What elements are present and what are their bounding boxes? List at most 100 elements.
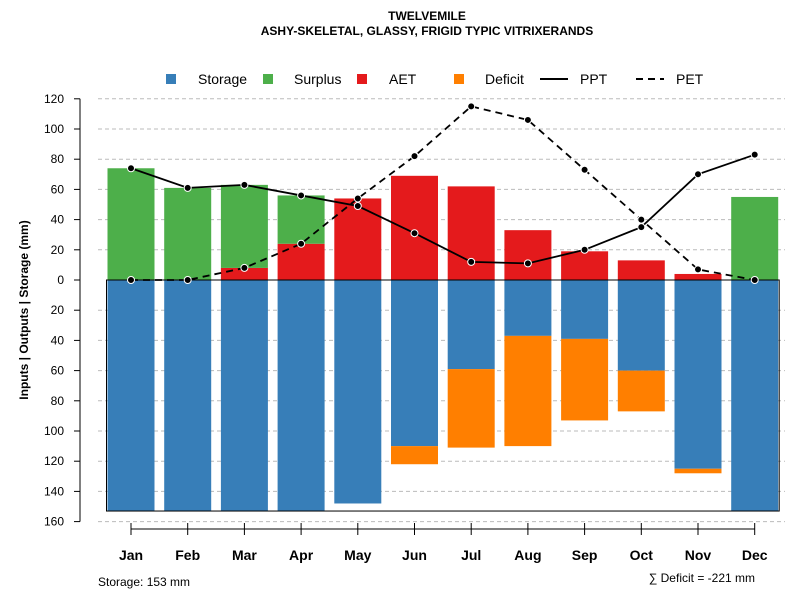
aet-bar [447, 186, 495, 280]
y-tick-label: 100 [44, 424, 64, 438]
pet-point [694, 265, 702, 274]
ppt-point [694, 170, 702, 179]
storage-bar [617, 280, 665, 371]
deficit-bar [561, 338, 609, 421]
legend-label-surplus: Surplus [294, 71, 341, 87]
y-tick-label: 60 [51, 364, 65, 378]
ppt-point [297, 191, 306, 200]
ppt-point [750, 150, 759, 159]
chart-subtitle: ASHY-SKELETAL, GLASSY, FRIGID TYPIC VITR… [261, 24, 593, 38]
ppt-point [523, 259, 532, 268]
surplus-bar [731, 196, 779, 280]
deficit-bar [447, 369, 495, 448]
legend-label-aet: AET [389, 71, 417, 87]
storage-bar [220, 280, 268, 512]
storage-bar [391, 280, 438, 447]
storage-capacity-box [106, 279, 780, 512]
pet-point [410, 152, 419, 161]
legend-swatch-storage [166, 74, 176, 84]
x-tick-label: Feb [175, 547, 200, 563]
pet-point [127, 276, 135, 284]
aet-bar [277, 243, 325, 280]
ppt-point [467, 257, 476, 266]
pet-line [131, 105, 755, 281]
grid-lines [98, 98, 785, 523]
x-tick-label: Mar [232, 547, 257, 563]
pet-point [580, 165, 589, 174]
ppt-point [127, 164, 135, 173]
ppt-point [353, 202, 362, 211]
storage-bar [447, 280, 495, 370]
pet-point [467, 102, 476, 111]
storage-bar [107, 280, 155, 512]
storage-bar [164, 280, 212, 512]
x-tick-label: Apr [289, 547, 314, 563]
legend-label-storage: Storage [198, 71, 247, 87]
x-tick-label: Dec [742, 547, 768, 563]
bars [107, 168, 779, 512]
ppt-line [130, 153, 755, 265]
chart-title: TWELVEMILE [388, 9, 466, 23]
y-tick-label: 160 [44, 515, 64, 529]
pet-point [297, 239, 306, 248]
aet-bar [674, 273, 722, 280]
series-lines [127, 102, 759, 284]
ppt-point [240, 180, 249, 189]
storage-bar [674, 280, 722, 469]
deficit-bar [617, 370, 665, 412]
x-tick-label: Jun [402, 547, 427, 563]
deficit-bar [674, 468, 722, 474]
legend-label-ppt: PPT [580, 71, 608, 87]
deficit-bar [391, 446, 438, 465]
x-tick-label: Oct [630, 547, 654, 563]
deficit-annotation: ∑ Deficit = -221 mm [649, 571, 755, 585]
legend: Storage Surplus AET Deficit PPT PET [166, 71, 704, 87]
storage-bar [277, 280, 325, 512]
y-tick-label: 120 [44, 92, 64, 106]
y-tick-label: 140 [44, 484, 64, 498]
storage-bar [561, 280, 609, 339]
surplus-bar [277, 195, 325, 244]
aet-bar [391, 175, 438, 280]
legend-label-pet: PET [676, 71, 704, 87]
pet-point [240, 263, 249, 272]
pet-point [353, 194, 362, 203]
y-tick-label: 40 [51, 333, 65, 347]
surplus-bar [107, 168, 155, 280]
x-tick-label: Jul [461, 547, 481, 563]
ppt-point [410, 229, 419, 238]
deficit-bar [504, 335, 552, 447]
aet-bar [561, 251, 609, 280]
y-tick-label: 120 [44, 454, 64, 468]
ppt-point [580, 245, 589, 254]
pet-point [523, 115, 532, 124]
x-tick-label: Sep [572, 547, 598, 563]
legend-label-deficit: Deficit [485, 71, 524, 87]
pet-point [637, 215, 646, 224]
legend-swatch-deficit [454, 74, 464, 84]
x-tick-label: Nov [685, 547, 712, 563]
aet-bar [617, 260, 665, 280]
surplus-bar [164, 187, 212, 280]
storage-bar [504, 280, 552, 336]
storage-bar [731, 280, 779, 512]
x-tick-label: Aug [514, 547, 541, 563]
legend-swatch-surplus [263, 74, 273, 84]
y-tick-label: 20 [51, 303, 65, 317]
x-axis: Jan Feb Mar Apr May Jun Jul Aug Sep Oct Nov Dec [119, 523, 768, 563]
y-axis: 120 100 80 60 40 20 0 20 40 60 80 100 120 140 160 [44, 92, 81, 529]
storage-capacity-outline [106, 279, 780, 512]
y-tick-label: 80 [51, 394, 65, 408]
surplus-bar [220, 184, 268, 268]
aet-bar [504, 230, 552, 280]
ppt-point [637, 223, 646, 232]
storage-annotation: Storage: 153 mm [98, 575, 190, 589]
y-tick-label: 60 [51, 182, 65, 196]
x-tick-label: May [344, 547, 371, 563]
y-tick-label: 40 [51, 213, 65, 227]
pet-point [183, 276, 192, 284]
y-tick-label: 20 [51, 243, 65, 257]
y-tick-label: 0 [57, 273, 64, 287]
y-axis-label: Inputs | Outputs | Storage (mm) [17, 220, 31, 399]
